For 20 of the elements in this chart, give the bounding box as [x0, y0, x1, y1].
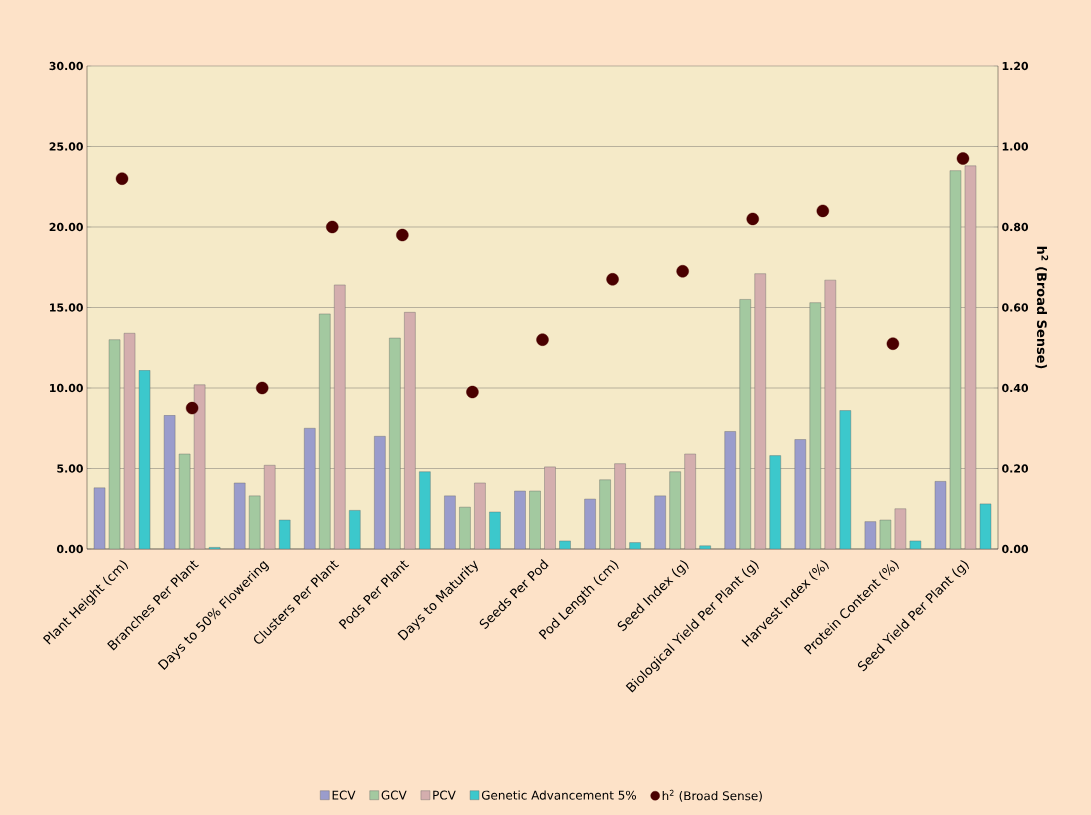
- legend-label: ECV: [332, 790, 356, 800]
- y2-axis-title: h$^{2}$ (Broad Sense): [1035, 246, 1049, 369]
- y2-tick-label: 0.20: [1002, 464, 1029, 473]
- legend-label: GCV: [381, 790, 407, 800]
- y2-tick-label: 1.20: [1002, 61, 1029, 71]
- y2-tick-label: 0.60: [1002, 303, 1029, 312]
- y-tick-label: 25.00: [49, 142, 83, 151]
- y-tick-label: 5.00: [57, 464, 83, 473]
- y2-tick-label: 0.00: [1002, 544, 1029, 554]
- y2-tick-label: 0.80: [1002, 222, 1029, 232]
- y2-tick-label: 0.40: [1002, 383, 1029, 393]
- y-tick-label: 0.00: [56, 544, 83, 554]
- y-tick-label: 30.00: [49, 61, 83, 71]
- y-tick-label: 10.00: [50, 383, 83, 393]
- y-tick-label: 20.00: [49, 222, 83, 232]
- legend-label: Genetic Advancement 5%: [481, 790, 637, 800]
- y-tick-label: 15.00: [50, 303, 83, 312]
- legend-label: h$^{2}$ (Broad Sense): [662, 789, 762, 802]
- y2-tick-label: 1.00: [1002, 142, 1029, 151]
- legend-label: PCV: [433, 790, 456, 800]
